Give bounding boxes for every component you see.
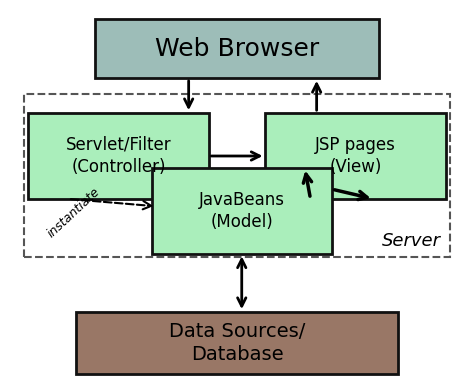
- Bar: [24, 94, 450, 257]
- Bar: [76, 312, 398, 374]
- Text: Servlet/Filter
(Controller): Servlet/Filter (Controller): [66, 136, 171, 176]
- Text: JavaBeans
(Model): JavaBeans (Model): [199, 190, 285, 231]
- Text: Server: Server: [382, 232, 441, 250]
- Text: Data Sources/
Database: Data Sources/ Database: [169, 322, 305, 364]
- Text: instantiate: instantiate: [45, 185, 102, 240]
- Bar: [265, 113, 446, 199]
- Text: Web Browser: Web Browser: [155, 37, 319, 61]
- Bar: [152, 168, 332, 254]
- Text: JSP pages
(View): JSP pages (View): [315, 136, 396, 176]
- Bar: [28, 113, 209, 199]
- Bar: [95, 20, 379, 78]
